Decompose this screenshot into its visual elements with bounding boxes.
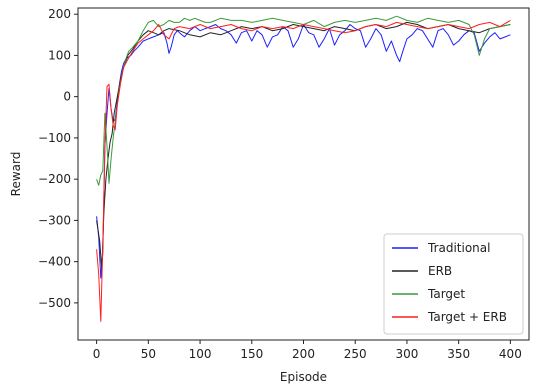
legend-box (383, 233, 524, 335)
y-tick-label: −500 (38, 296, 71, 310)
y-tick-label: −400 (38, 255, 71, 269)
y-tick-label: −100 (38, 131, 71, 145)
x-tick-label: 400 (499, 347, 522, 361)
x-tick-label: 100 (189, 347, 212, 361)
y-tick-label: 0 (63, 90, 71, 104)
x-axis: 0 50 100 150 200 250 300 350 400 (93, 340, 522, 361)
y-tick-label: 100 (48, 48, 71, 62)
series-line-erb (96, 21, 511, 271)
legend-label: ERB (428, 264, 452, 278)
y-tick-label: −300 (38, 213, 71, 227)
x-tick-label: 300 (395, 347, 418, 361)
y-axis: −500 −400 −300 −200 −100 0 100 200 (38, 7, 78, 310)
legend-label: Traditional (427, 241, 490, 255)
y-tick-label: −200 (38, 172, 71, 186)
y-tick-label: 200 (48, 7, 71, 21)
y-axis-label: Reward (9, 152, 23, 197)
x-tick-label: 350 (447, 347, 470, 361)
legend-label: Target (427, 287, 465, 301)
x-tick-label: 200 (292, 347, 315, 361)
legend: Traditional ERB Target Target + ERB (383, 233, 524, 335)
legend-label: Target + ERB (427, 310, 507, 324)
x-tick-label: 50 (141, 347, 156, 361)
series-layer (96, 15, 511, 322)
x-tick-label: 0 (93, 347, 101, 361)
x-tick-label: 150 (240, 347, 263, 361)
series-line-target-erb (96, 19, 511, 322)
x-axis-label: Episode (280, 370, 327, 384)
x-tick-label: 250 (344, 347, 367, 361)
